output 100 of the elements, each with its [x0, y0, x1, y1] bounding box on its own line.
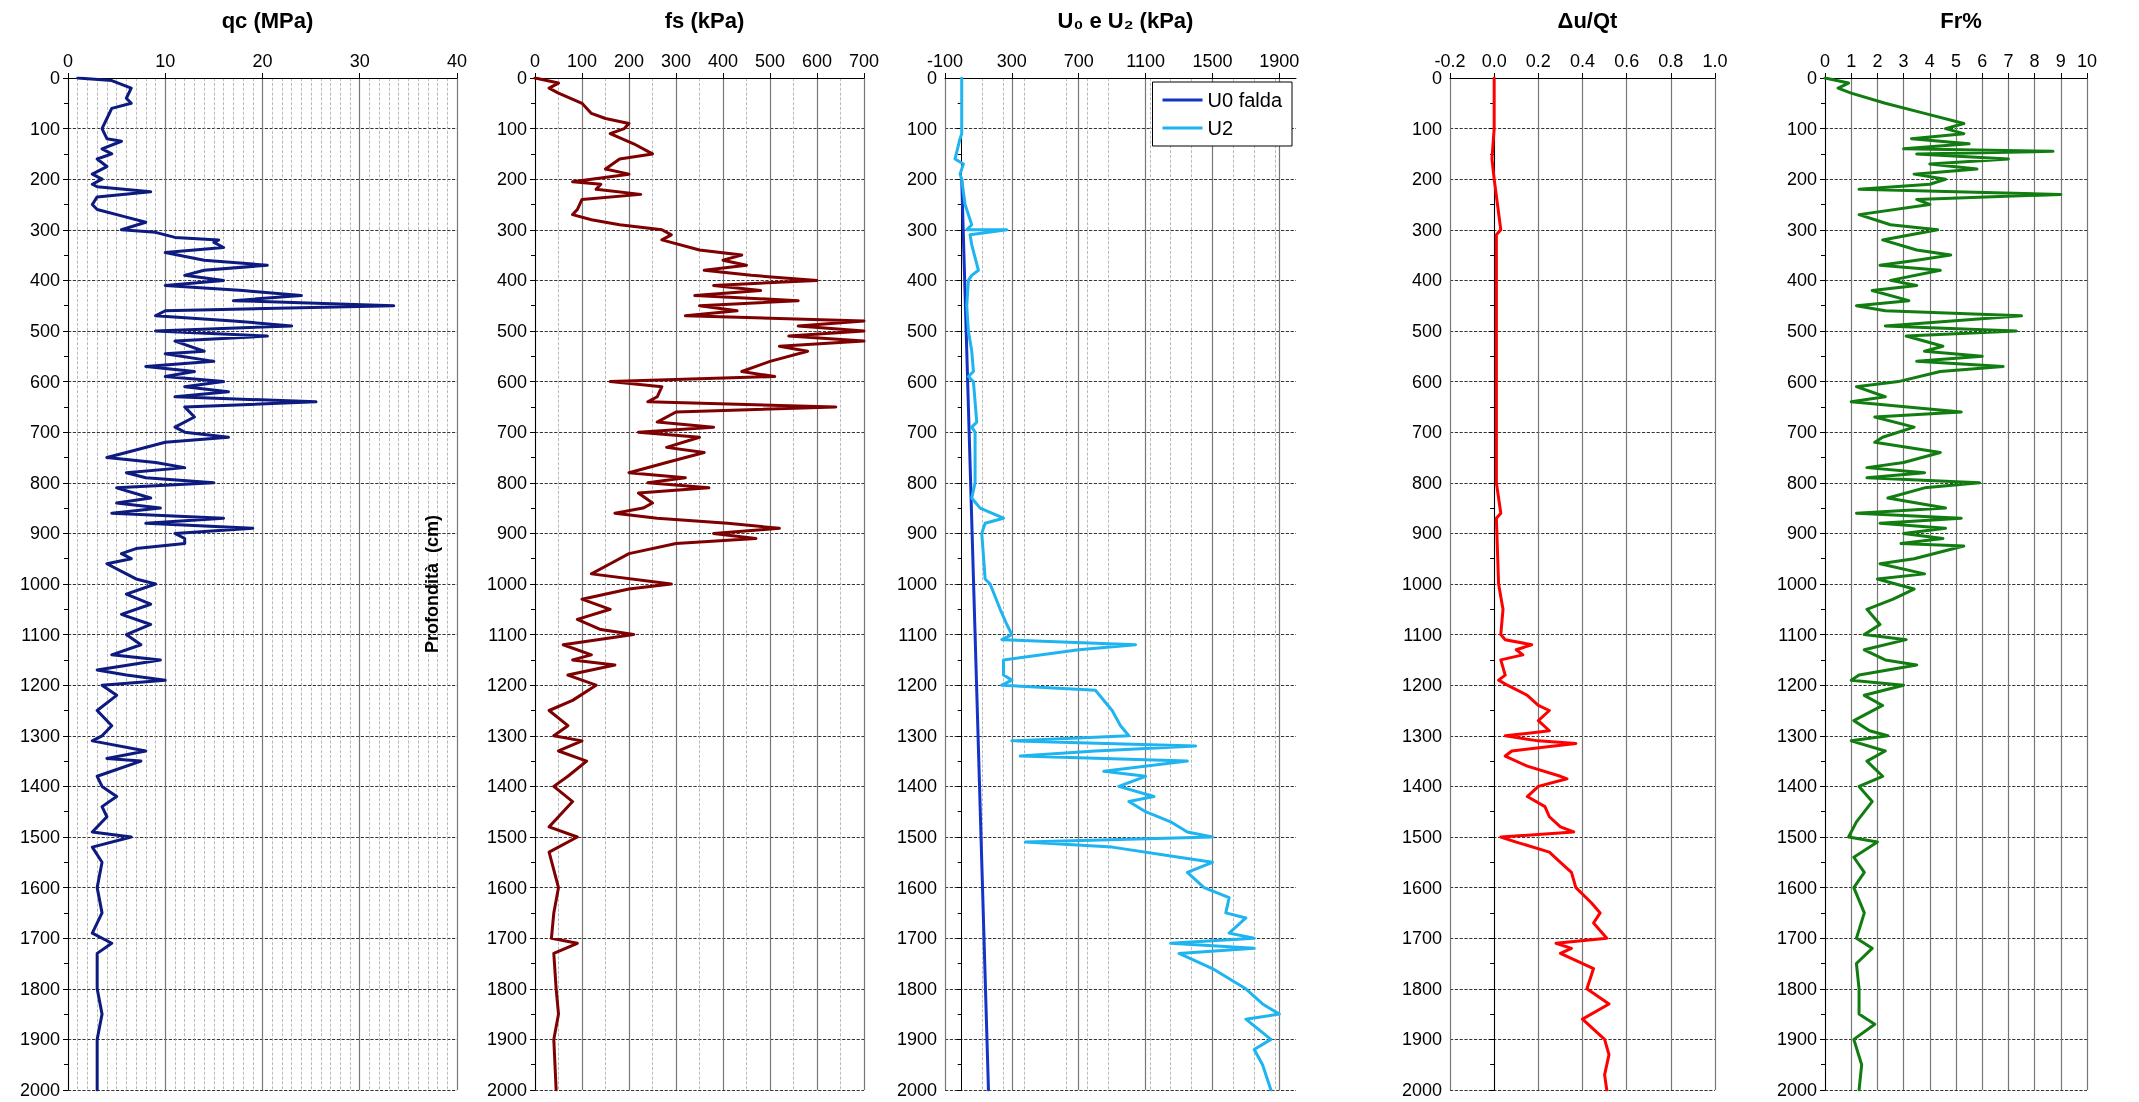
y-tick-label: 300 [29, 219, 60, 240]
y-tick-label: 1500 [486, 827, 527, 847]
y-tick-label: 400 [496, 270, 527, 291]
y-tick-label: 800 [496, 472, 527, 493]
y-tick-label: 500 [496, 321, 527, 341]
y-tick-label: 100 [906, 118, 937, 139]
chart-title: Δu/Qt [1557, 7, 1619, 33]
y-tick-label: 100 [29, 118, 60, 139]
y-tick-label: 1000 [896, 574, 937, 594]
x-tick-label: 3 [1898, 51, 1909, 71]
chart-title: qc (MPa) [221, 7, 314, 33]
y-tick-label: 600 [29, 371, 60, 392]
y-tick-label: 1000 [486, 574, 527, 594]
y-tick-label: 300 [1786, 219, 1817, 240]
y-tick-label: 1500 [19, 827, 60, 847]
y-tick-label: 1200 [1401, 675, 1442, 696]
y-tick-label: 2000 [486, 1080, 527, 1100]
line-series [533, 76, 866, 1092]
y-tick-label: 1600 [896, 877, 937, 898]
y-tick-label: 700 [496, 422, 527, 443]
x-tick-label: 500 [754, 51, 786, 71]
x-tick-label: 4 [1924, 51, 1935, 71]
y-tick-label: 100 [1786, 118, 1817, 139]
y-tick-label: 1100 [1778, 624, 1817, 645]
y-tick-label: 1400 [1401, 776, 1442, 797]
y-tick-label: 900 [906, 523, 937, 544]
x-tick-label: 200 [613, 51, 645, 71]
x-tick-label: -100 [926, 51, 964, 71]
y-tick-label: 300 [496, 219, 527, 240]
y-tick-label: 0 [1431, 68, 1442, 88]
line-series [76, 76, 396, 1092]
y-tick-label: 1300 [1776, 725, 1817, 746]
y-tick-label: 1900 [896, 1029, 937, 1050]
x-tick-label: 30 [349, 51, 370, 71]
y-tick-label: 1100 [21, 624, 60, 645]
y-tick-label: 2000 [896, 1080, 937, 1100]
x-tick-label: 5 [1950, 51, 1962, 71]
y-tick-label: 1000 [19, 574, 60, 594]
y-tick-label: 1800 [486, 978, 527, 999]
chart-title: fs (kPa) [664, 7, 745, 33]
x-tick-label: 40 [446, 51, 467, 71]
y-tick-label: 700 [906, 422, 937, 443]
x-tick-label: -0.2 [1434, 51, 1466, 71]
x-tick-label: 0 [62, 51, 74, 71]
y-tick-label: 1300 [1401, 725, 1442, 746]
y-tick-label: 1400 [19, 776, 60, 797]
x-tick-label: 300 [996, 51, 1027, 71]
y-tick-label: 1700 [19, 928, 60, 949]
x-tick-label: 0.2 [1525, 51, 1551, 71]
y-tick-label: 800 [1411, 472, 1442, 493]
x-tick-label: 7 [2003, 51, 2014, 71]
y-tick-label: 200 [29, 169, 60, 190]
y-tick-label: 1300 [896, 725, 937, 746]
y-tick-label: 900 [496, 523, 527, 544]
y-tick-label: 500 [29, 321, 60, 341]
y-tick-label: 1500 [896, 827, 937, 847]
y-tick-label: 1200 [19, 675, 60, 696]
y-tick-label: 200 [1411, 169, 1442, 190]
y-tick-label: 500 [1411, 321, 1442, 341]
y-tick-label: 1400 [896, 776, 937, 797]
y-tick-label: 0 [1806, 68, 1817, 88]
x-tick-label: 1.0 [1702, 51, 1728, 71]
y-tick-label: 1400 [1776, 776, 1817, 797]
y-tick-label: 100 [496, 118, 527, 139]
y-tick-label: 500 [906, 321, 937, 341]
y-tick-label: 1700 [896, 928, 937, 949]
x-tick-label: 100 [566, 51, 598, 71]
x-tick-label: 0.8 [1658, 51, 1684, 71]
x-tick-label: 1100 [1126, 51, 1165, 71]
y-tick-label: 1100 [488, 624, 527, 645]
y-tick-label: 1800 [19, 978, 60, 999]
y-tick-label: 1600 [1776, 877, 1817, 898]
y-tick-label: 800 [1786, 472, 1817, 493]
y-tick-label: 200 [1786, 169, 1817, 190]
legend-label: U2 [1207, 117, 1234, 139]
y-tick-label: 1200 [1776, 675, 1817, 696]
y-tick-label: 700 [1786, 422, 1817, 443]
y-axis-title: Profondità (cm) [422, 515, 442, 653]
y-tick-label: 400 [906, 270, 937, 291]
line-series [953, 76, 1281, 1092]
x-tick-label: 6 [1977, 51, 1988, 71]
y-tick-label: 900 [1786, 523, 1817, 544]
y-tick-label: 100 [1411, 118, 1442, 139]
y-tick-label: 1800 [896, 978, 937, 999]
y-tick-label: 1200 [486, 675, 527, 696]
x-tick-label: 10 [2076, 51, 2098, 71]
y-tick-label: 1300 [486, 725, 527, 746]
x-tick-label: 700 [1063, 51, 1094, 71]
y-tick-label: 0 [926, 68, 937, 88]
y-tick-label: 600 [1786, 371, 1817, 392]
y-tick-label: 1800 [1401, 978, 1442, 999]
y-tick-label: 1900 [19, 1029, 60, 1050]
x-tick-label: 1 [1846, 51, 1857, 71]
y-tick-label: 400 [1411, 270, 1442, 291]
chart-title: U₀ e U₂ (kPa) [1057, 7, 1194, 33]
x-tick-label: 1900 [1259, 51, 1300, 71]
y-tick-label: 1400 [486, 776, 527, 797]
y-tick-label: 1700 [486, 928, 527, 949]
y-tick-label: 1900 [1401, 1029, 1442, 1050]
y-tick-label: 900 [1411, 523, 1442, 544]
